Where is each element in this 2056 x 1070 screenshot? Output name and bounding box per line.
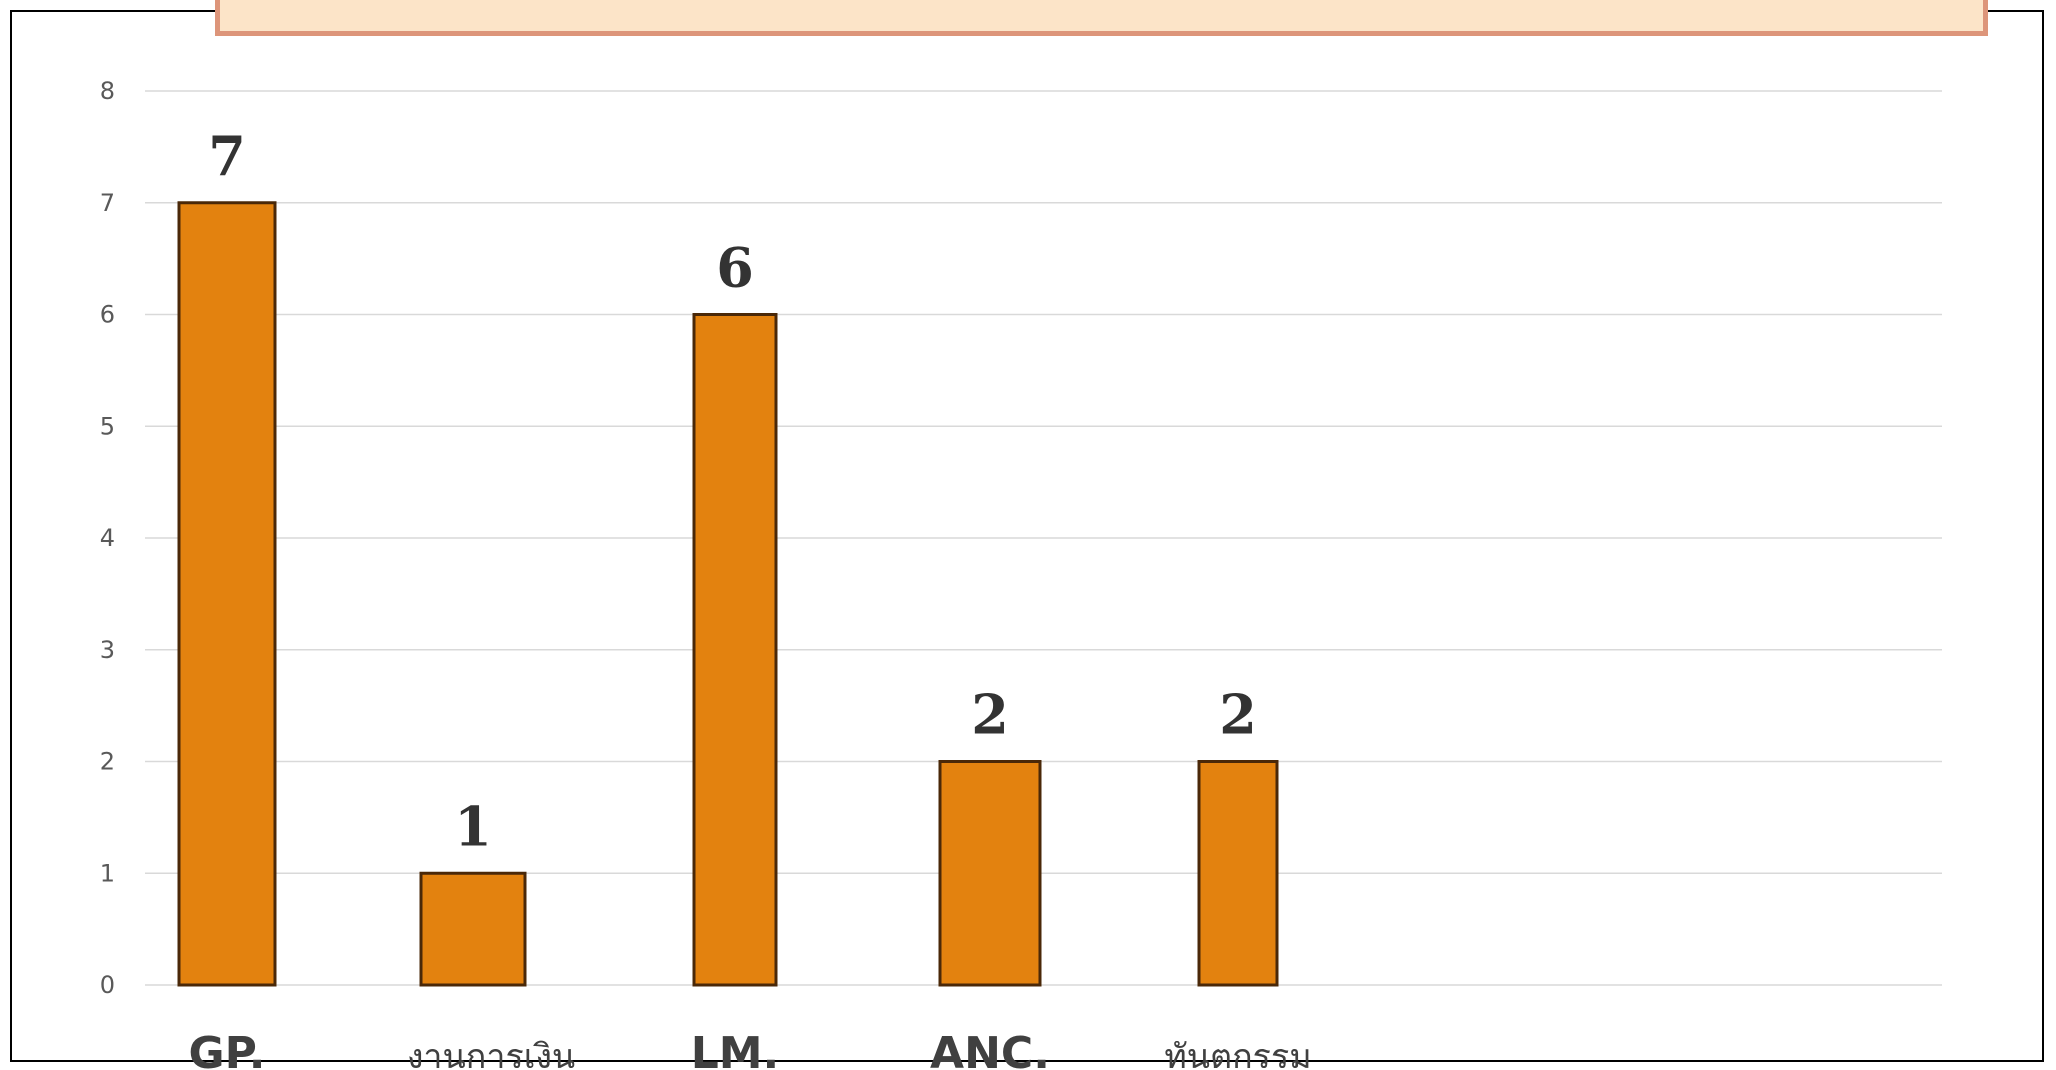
- y-tick-label: 0: [100, 971, 115, 999]
- y-tick-label: 3: [100, 636, 115, 664]
- data-label: 7: [208, 124, 246, 188]
- bar: [938, 760, 1042, 987]
- data-label: 2: [971, 683, 1009, 747]
- y-tick-label: 1: [100, 859, 115, 887]
- y-tick-label: 4: [100, 524, 115, 552]
- data-label: 1: [454, 794, 492, 858]
- bar: [419, 871, 527, 987]
- bar: [1197, 760, 1279, 987]
- chart-title-box: [215, 0, 1988, 36]
- y-tick-label: 6: [100, 301, 115, 329]
- y-tick-label: 5: [100, 412, 115, 440]
- category-label: ANC.: [930, 1028, 1050, 1070]
- data-label: 2: [1219, 683, 1257, 747]
- category-label: GP.: [189, 1028, 266, 1070]
- y-tick-label: 8: [100, 77, 115, 105]
- data-label: 6: [716, 236, 754, 300]
- category-label: งานการเงิน: [407, 1037, 575, 1070]
- category-label: LM.: [691, 1028, 780, 1070]
- y-tick-label: 2: [100, 748, 115, 776]
- y-tick-label: 7: [100, 189, 115, 217]
- bar: [177, 201, 277, 987]
- bar: [692, 313, 778, 987]
- category-label: ทันตกรรม: [1164, 1037, 1311, 1070]
